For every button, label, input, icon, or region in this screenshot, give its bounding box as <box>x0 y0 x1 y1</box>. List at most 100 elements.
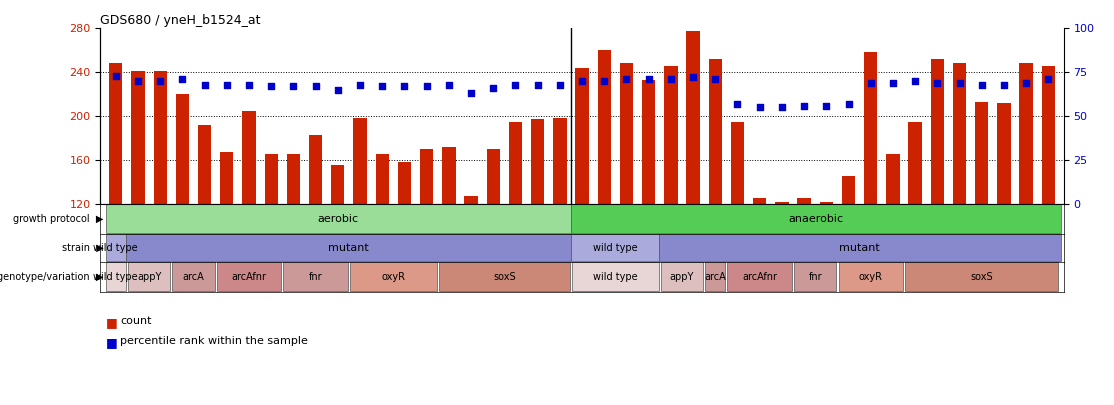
Bar <box>465 196 478 204</box>
Bar <box>753 198 766 204</box>
Point <box>995 81 1013 88</box>
Point <box>329 87 346 93</box>
Point <box>218 81 236 88</box>
Point <box>395 83 413 90</box>
Text: wild type: wild type <box>94 243 138 253</box>
Bar <box>131 71 145 204</box>
Point <box>107 72 125 79</box>
Bar <box>487 149 500 204</box>
Bar <box>106 262 126 291</box>
Bar <box>243 111 256 204</box>
Bar <box>619 64 633 204</box>
Point <box>551 81 569 88</box>
Bar <box>576 68 588 204</box>
Bar <box>658 234 1061 261</box>
Bar <box>705 262 725 291</box>
Bar <box>864 53 878 204</box>
Bar <box>842 177 856 204</box>
Bar <box>154 71 167 204</box>
Point <box>262 83 280 90</box>
Bar <box>264 154 277 204</box>
Text: percentile rank within the sample: percentile rank within the sample <box>120 336 309 346</box>
Bar <box>573 262 658 291</box>
Text: appY: appY <box>137 272 162 281</box>
Point <box>706 76 724 83</box>
Bar <box>571 234 658 261</box>
Point <box>617 76 635 83</box>
Bar <box>661 262 703 291</box>
Bar <box>420 149 433 204</box>
Bar <box>128 262 170 291</box>
Text: oxyR: oxyR <box>859 272 882 281</box>
Text: mutant: mutant <box>839 243 880 253</box>
Bar <box>930 59 944 204</box>
Text: fnr: fnr <box>809 272 822 281</box>
Bar <box>839 262 903 291</box>
Text: soxS: soxS <box>494 272 516 281</box>
Bar <box>106 205 571 233</box>
Text: soxS: soxS <box>970 272 993 281</box>
Point <box>152 78 169 84</box>
Text: oxyR: oxyR <box>381 272 405 281</box>
Point <box>129 78 147 84</box>
Bar <box>975 102 988 204</box>
Bar <box>176 94 189 204</box>
Text: genotype/variation  ▶: genotype/variation ▶ <box>0 272 104 281</box>
Text: mutant: mutant <box>328 243 369 253</box>
Bar <box>531 119 545 204</box>
Point <box>773 104 791 111</box>
Bar <box>439 262 570 291</box>
Point <box>928 79 946 86</box>
Bar <box>571 205 1061 233</box>
Bar <box>775 202 789 204</box>
Point <box>885 79 902 86</box>
Point <box>662 76 680 83</box>
Bar <box>1042 66 1055 204</box>
Text: wild type: wild type <box>593 243 637 253</box>
Bar <box>331 166 344 204</box>
Bar <box>198 125 212 204</box>
Bar <box>173 262 215 291</box>
Bar <box>109 64 123 204</box>
Bar <box>353 118 367 204</box>
Text: arcAfnr: arcAfnr <box>742 272 778 281</box>
Bar <box>398 162 411 204</box>
Point <box>573 78 590 84</box>
Bar <box>126 234 571 261</box>
Bar <box>350 262 437 291</box>
Point <box>595 78 613 84</box>
Bar <box>286 154 300 204</box>
Text: arcAfnr: arcAfnr <box>232 272 266 281</box>
Point <box>973 81 990 88</box>
Text: arcA: arcA <box>183 272 204 281</box>
Point <box>507 81 525 88</box>
Point <box>351 81 369 88</box>
Point <box>485 85 502 91</box>
Point <box>440 81 458 88</box>
Bar <box>221 152 234 204</box>
Point <box>818 102 836 109</box>
Point <box>241 81 258 88</box>
Bar <box>952 64 966 204</box>
Bar <box>905 262 1058 291</box>
Bar <box>820 202 833 204</box>
Bar <box>217 262 281 291</box>
Point <box>795 102 813 109</box>
Point <box>950 79 968 86</box>
Text: growth protocol  ▶: growth protocol ▶ <box>13 214 104 224</box>
Text: strain  ▶: strain ▶ <box>62 243 104 253</box>
Point <box>862 79 880 86</box>
Point <box>418 83 436 90</box>
Bar <box>283 262 348 291</box>
Bar <box>509 122 522 204</box>
Point <box>1039 76 1057 83</box>
Bar <box>375 154 389 204</box>
Point <box>840 100 858 107</box>
Text: appY: appY <box>670 272 694 281</box>
Text: count: count <box>120 316 152 326</box>
Bar <box>794 262 837 291</box>
Text: GDS680 / yneH_b1524_at: GDS680 / yneH_b1524_at <box>100 14 261 27</box>
Point <box>1017 79 1035 86</box>
Point <box>373 83 391 90</box>
Text: aerobic: aerobic <box>317 214 359 224</box>
